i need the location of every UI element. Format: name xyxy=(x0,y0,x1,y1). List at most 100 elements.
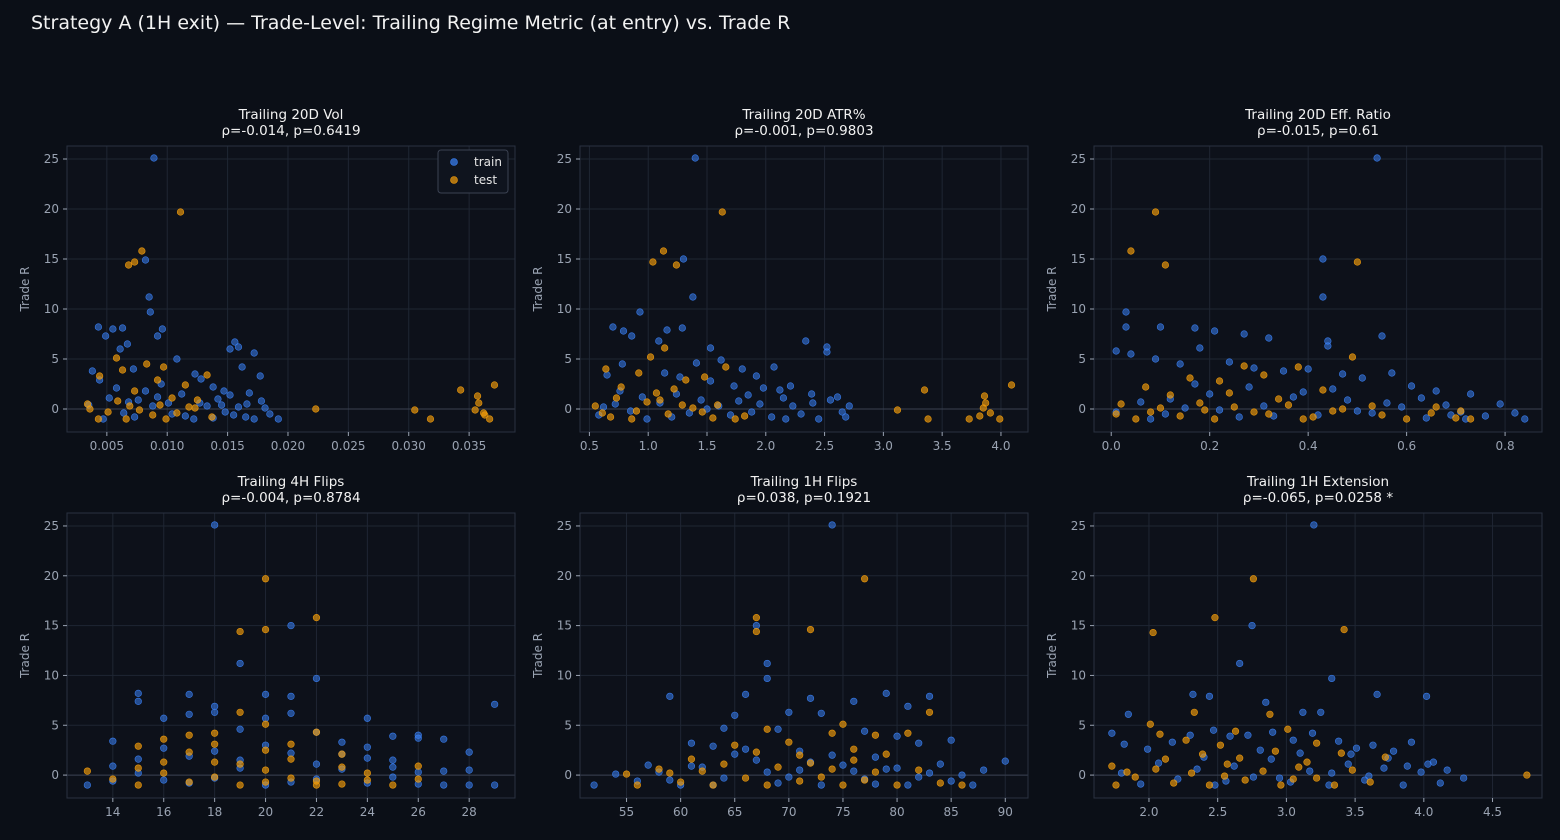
data-point-test xyxy=(687,755,696,763)
y-tick-label: 25 xyxy=(1071,152,1086,166)
data-point-train xyxy=(619,327,628,335)
data-point-train xyxy=(1324,342,1332,350)
data-point-train xyxy=(1511,409,1519,417)
data-point-train xyxy=(1151,355,1160,363)
data-point-train xyxy=(726,411,735,419)
x-tick-label: 0.6 xyxy=(1397,439,1416,453)
data-point-test xyxy=(828,729,836,737)
plot-frame xyxy=(1093,512,1543,799)
data-point-train xyxy=(158,325,166,333)
data-point-train xyxy=(153,332,162,340)
y-tick-label: 10 xyxy=(557,668,572,682)
data-point-train xyxy=(871,780,880,788)
data-point-train xyxy=(242,413,250,421)
data-point-train xyxy=(178,390,186,398)
data-point-train xyxy=(274,415,282,423)
data-point-test xyxy=(617,383,625,391)
data-point-test xyxy=(168,394,176,402)
y-tick-label: 25 xyxy=(44,152,59,166)
data-point-train xyxy=(735,397,743,405)
data-point-train xyxy=(414,768,422,776)
data-point-test xyxy=(1132,415,1140,423)
data-point-train xyxy=(131,413,139,421)
data-point-test xyxy=(1452,414,1460,422)
data-point-train xyxy=(1365,772,1373,780)
data-point-test xyxy=(1277,781,1285,789)
data-point-test xyxy=(628,415,636,423)
data-point-test xyxy=(1196,399,1204,407)
data-point-train xyxy=(112,384,121,392)
y-tick-label: 15 xyxy=(1071,619,1086,633)
data-point-test xyxy=(720,760,728,768)
chart-subtitle: ρ=-0.014, p=0.6419 xyxy=(221,123,360,139)
data-point-test xyxy=(752,614,760,622)
data-point-train xyxy=(1467,390,1475,398)
data-point-test xyxy=(1190,708,1198,716)
data-point-train xyxy=(947,736,955,744)
data-point-train xyxy=(94,323,102,331)
legend-marker-train xyxy=(450,158,458,166)
data-point-test xyxy=(1309,413,1317,421)
data-point-train xyxy=(1335,737,1343,745)
data-point-train xyxy=(833,393,842,401)
data-point-train xyxy=(1193,765,1201,773)
data-point-test xyxy=(635,369,643,377)
data-point-test xyxy=(1340,625,1348,634)
data-point-train xyxy=(893,732,901,740)
y-tick-label: 15 xyxy=(557,252,572,266)
chart-title: Trailing 20D Vol xyxy=(238,107,344,123)
data-point-test xyxy=(1231,727,1240,735)
data-point-train xyxy=(1206,390,1214,398)
data-point-train xyxy=(153,393,162,401)
data-point-train xyxy=(1279,367,1288,375)
data-point-train xyxy=(850,697,858,705)
data-point-test xyxy=(143,360,151,368)
data-point-test xyxy=(882,750,890,758)
data-point-test xyxy=(806,759,815,767)
data-point-test xyxy=(1329,407,1337,415)
x-tick-label: 0.2 xyxy=(1200,439,1219,453)
data-point-train xyxy=(741,745,750,753)
data-point-train xyxy=(731,711,739,719)
data-point-train xyxy=(389,763,397,771)
y-tick-label: 5 xyxy=(51,718,59,732)
data-point-train xyxy=(1161,410,1169,418)
data-point-train xyxy=(638,393,646,401)
data-point-test xyxy=(185,403,193,411)
data-point-train xyxy=(164,399,173,407)
data-point-test xyxy=(471,406,479,414)
data-point-train xyxy=(1244,731,1252,739)
data-point-test xyxy=(1161,755,1170,763)
data-point-train xyxy=(83,781,91,789)
data-point-test xyxy=(1187,769,1196,777)
x-tick-label: 1.5 xyxy=(697,439,716,453)
data-point-train xyxy=(1369,741,1377,749)
data-point-test xyxy=(457,386,465,394)
data-point-train xyxy=(1122,323,1130,331)
data-point-train xyxy=(947,777,955,785)
data-point-test xyxy=(980,392,989,400)
data-point-test xyxy=(860,575,869,583)
data-point-test xyxy=(414,762,422,770)
y-tick-label: 5 xyxy=(564,718,572,732)
data-point-test xyxy=(924,415,932,423)
data-point-test xyxy=(1201,406,1209,414)
data-point-train xyxy=(1378,332,1386,340)
y-axis-label: Trade R xyxy=(18,633,32,679)
data-point-train xyxy=(687,762,696,770)
data-point-train xyxy=(141,387,150,395)
data-point-train xyxy=(312,674,321,683)
data-point-test xyxy=(689,404,697,412)
data-point-test xyxy=(677,778,685,786)
data-point-test xyxy=(211,758,219,766)
data-point-train xyxy=(689,293,697,301)
data-point-train xyxy=(1389,747,1398,755)
y-tick-label: 25 xyxy=(1071,519,1086,533)
data-point-train xyxy=(678,324,686,332)
data-point-test xyxy=(363,776,371,784)
plot-frame xyxy=(579,145,1029,433)
data-point-train xyxy=(1339,370,1347,378)
data-point-test xyxy=(261,575,270,583)
x-tick-label: 0.015 xyxy=(210,439,244,453)
